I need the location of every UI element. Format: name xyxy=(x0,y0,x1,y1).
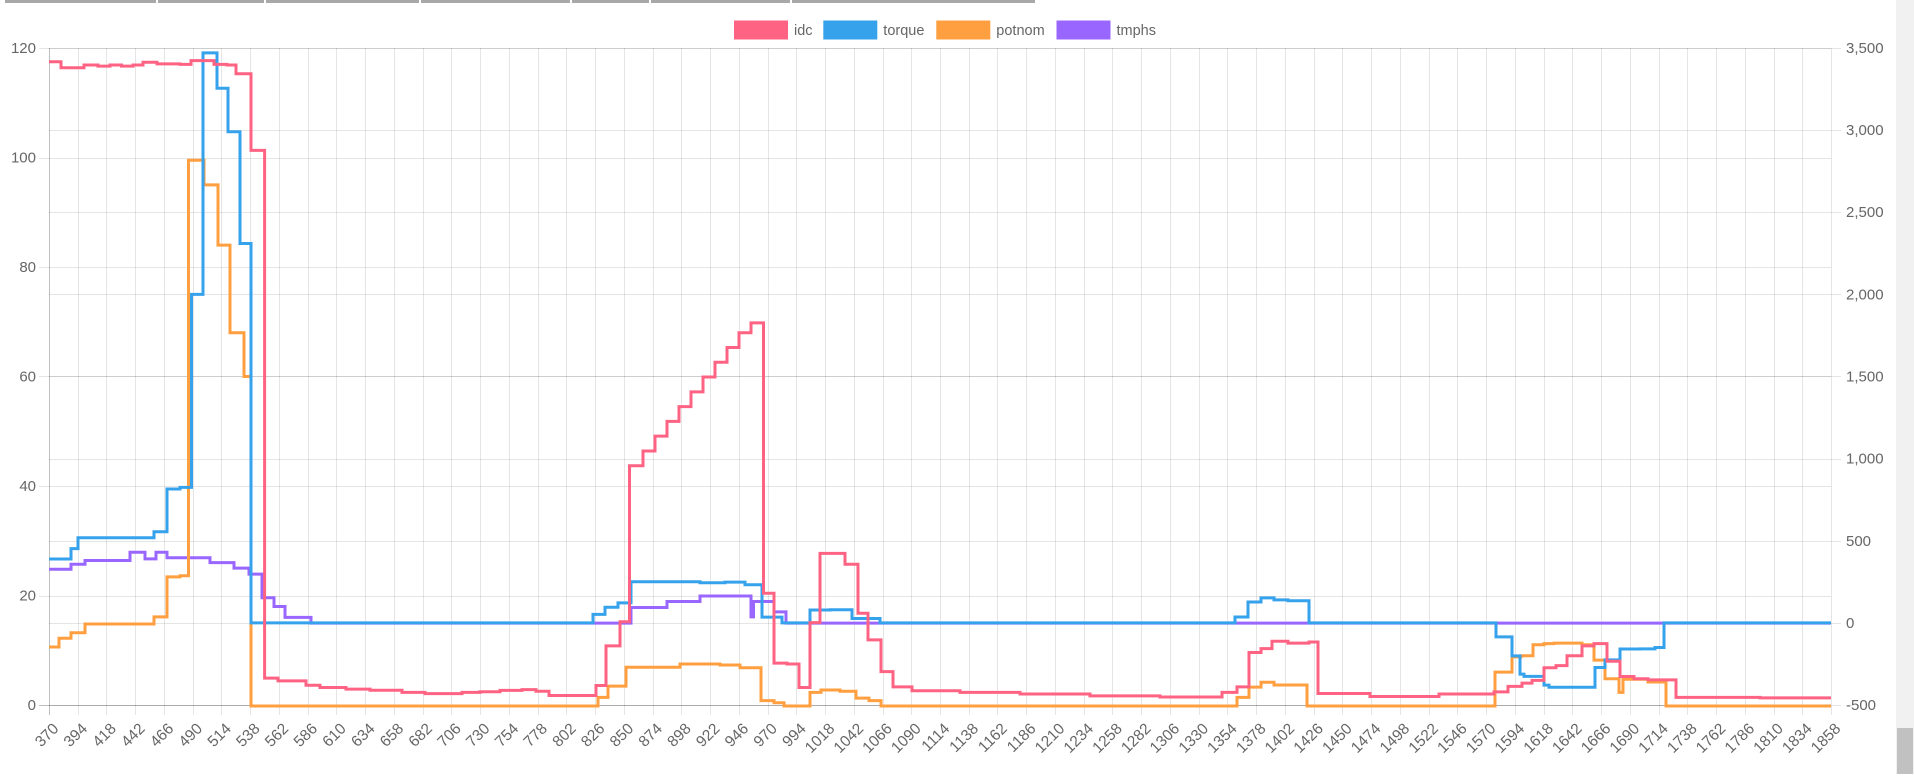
svg-text:1258: 1258 xyxy=(1089,720,1125,756)
svg-text:1066: 1066 xyxy=(859,720,895,756)
svg-text:1186: 1186 xyxy=(1004,720,1040,756)
svg-text:1018: 1018 xyxy=(802,720,838,756)
svg-text:2,000: 2,000 xyxy=(1846,286,1884,303)
svg-text:706: 706 xyxy=(434,720,464,750)
svg-text:754: 754 xyxy=(492,720,523,751)
svg-text:778: 778 xyxy=(521,720,551,750)
svg-text:850: 850 xyxy=(607,720,638,751)
svg-text:1522: 1522 xyxy=(1406,720,1442,756)
svg-text:826: 826 xyxy=(578,720,608,750)
svg-text:730: 730 xyxy=(463,720,494,751)
svg-text:1,500: 1,500 xyxy=(1846,369,1884,386)
svg-text:3,000: 3,000 xyxy=(1846,122,1884,139)
svg-text:1498: 1498 xyxy=(1377,720,1413,756)
svg-text:490: 490 xyxy=(176,720,207,751)
svg-text:1738: 1738 xyxy=(1664,720,1700,756)
svg-text:100: 100 xyxy=(11,150,36,167)
svg-text:1690: 1690 xyxy=(1607,720,1644,757)
svg-text:1306: 1306 xyxy=(1147,720,1183,756)
svg-text:-500: -500 xyxy=(1846,697,1876,714)
svg-text:874: 874 xyxy=(636,720,667,751)
svg-text:946: 946 xyxy=(722,720,752,750)
svg-text:610: 610 xyxy=(319,720,350,751)
svg-text:922: 922 xyxy=(693,720,723,750)
svg-text:562: 562 xyxy=(262,720,292,750)
svg-text:802: 802 xyxy=(549,720,579,750)
svg-text:1810: 1810 xyxy=(1750,720,1787,757)
svg-text:1,000: 1,000 xyxy=(1846,451,1884,468)
svg-text:1594: 1594 xyxy=(1492,720,1529,757)
svg-text:1666: 1666 xyxy=(1578,720,1614,756)
svg-text:1570: 1570 xyxy=(1463,720,1500,757)
svg-text:1714: 1714 xyxy=(1635,720,1672,757)
svg-text:0: 0 xyxy=(1846,615,1854,632)
svg-text:60: 60 xyxy=(19,369,36,386)
svg-text:1546: 1546 xyxy=(1434,720,1470,756)
svg-text:1474: 1474 xyxy=(1348,720,1385,757)
svg-text:682: 682 xyxy=(406,720,436,750)
svg-text:1210: 1210 xyxy=(1032,720,1069,757)
svg-text:898: 898 xyxy=(664,720,694,750)
svg-text:1090: 1090 xyxy=(888,720,925,757)
svg-text:0: 0 xyxy=(28,697,36,714)
svg-text:40: 40 xyxy=(19,478,36,495)
svg-text:538: 538 xyxy=(233,720,263,750)
svg-text:586: 586 xyxy=(291,720,321,750)
svg-text:1378: 1378 xyxy=(1233,720,1269,756)
svg-text:418: 418 xyxy=(90,720,120,750)
svg-text:1426: 1426 xyxy=(1291,720,1327,756)
svg-text:370: 370 xyxy=(32,720,63,751)
svg-text:3,500: 3,500 xyxy=(1846,40,1884,57)
svg-text:442: 442 xyxy=(118,720,148,750)
svg-text:1114: 1114 xyxy=(919,720,954,755)
svg-text:1234: 1234 xyxy=(1061,720,1098,757)
svg-text:1138: 1138 xyxy=(946,720,982,756)
svg-text:1282: 1282 xyxy=(1118,720,1154,756)
svg-text:120: 120 xyxy=(11,40,36,57)
svg-text:634: 634 xyxy=(348,720,379,751)
svg-text:500: 500 xyxy=(1846,533,1871,550)
svg-text:970: 970 xyxy=(751,720,782,751)
svg-text:394: 394 xyxy=(61,720,92,751)
svg-text:1786: 1786 xyxy=(1722,720,1758,756)
svg-text:idc: idc xyxy=(794,23,813,39)
svg-text:466: 466 xyxy=(147,720,177,750)
svg-text:potnom: potnom xyxy=(996,23,1044,39)
svg-text:1402: 1402 xyxy=(1262,720,1298,756)
svg-text:torque: torque xyxy=(883,23,924,39)
svg-text:20: 20 xyxy=(19,588,36,605)
svg-text:1834: 1834 xyxy=(1779,720,1816,757)
svg-text:658: 658 xyxy=(377,720,407,750)
svg-text:1642: 1642 xyxy=(1549,720,1585,756)
svg-text:2,500: 2,500 xyxy=(1846,204,1884,221)
svg-text:514: 514 xyxy=(205,720,236,751)
svg-text:1618: 1618 xyxy=(1521,720,1557,756)
svg-text:1450: 1450 xyxy=(1319,720,1356,757)
svg-text:1762: 1762 xyxy=(1693,720,1729,756)
svg-text:1042: 1042 xyxy=(831,720,867,756)
svg-text:1330: 1330 xyxy=(1176,720,1213,757)
svg-text:1354: 1354 xyxy=(1204,720,1241,757)
svg-text:80: 80 xyxy=(19,259,36,276)
svg-text:1162: 1162 xyxy=(975,720,1011,756)
svg-text:1858: 1858 xyxy=(1808,720,1844,756)
svg-text:tmphs: tmphs xyxy=(1117,23,1157,39)
